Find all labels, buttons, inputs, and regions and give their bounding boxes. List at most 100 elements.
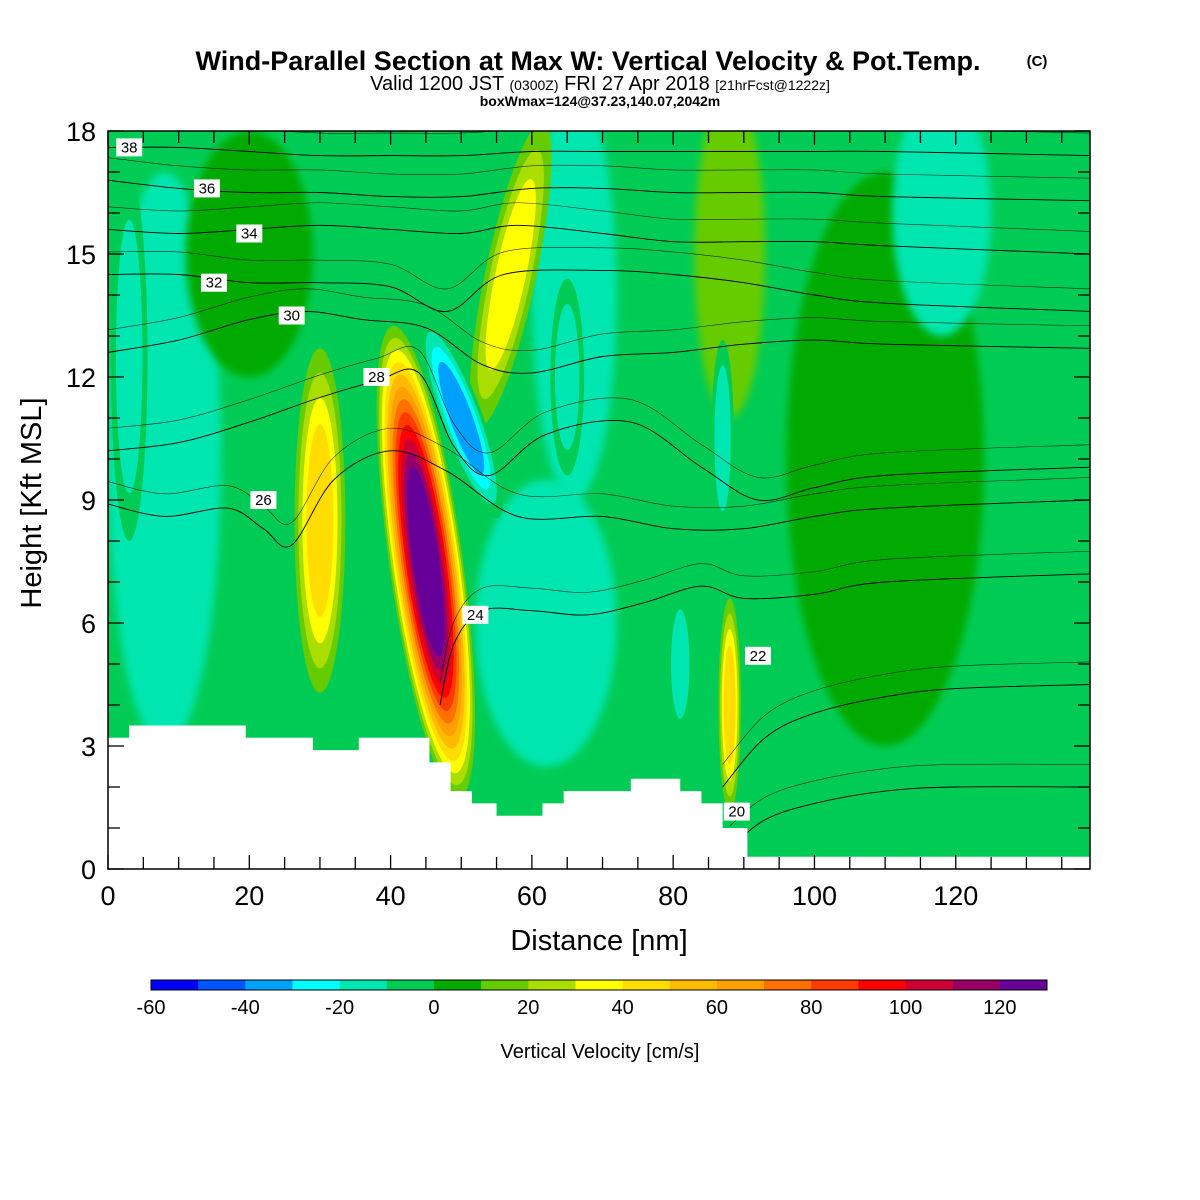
theta-contour-28 [108,368,1090,502]
theta-label-text: 28 [368,369,385,386]
x-tick-label: 20 [234,881,264,911]
colorbar-swatch [764,980,812,990]
velocity-level [723,645,736,765]
velocity-feature-downdraft-low [667,590,693,738]
colorbar-swatch [386,980,435,990]
velocity-feature-updraft-upper [469,131,552,427]
colorbar-tick-label: 40 [611,997,633,1019]
theta-label-text: 20 [728,804,745,821]
colorbar-tick-label: -40 [231,997,260,1019]
colorbar-tick-label: 20 [517,997,539,1019]
velocity-feature-downdraft-left [110,172,148,541]
theta-contour-22 [722,684,1090,788]
colorbar-swatch [198,980,246,990]
colorbar-swatch [245,980,293,990]
y-tick-label: 3 [81,732,96,762]
x-tick-label: 60 [517,881,547,911]
theta-contour-minor [439,550,1090,683]
theta-contour-minor [108,202,1090,232]
theta-label-text: 24 [467,607,484,624]
theta-contour-minor [722,661,1090,765]
colorbar-swatch [952,980,1001,990]
y-tick-label: 12 [66,363,96,393]
theta-label-text: 36 [199,180,216,197]
velocity-feature-updraft-east [718,598,742,812]
velocity-level [115,219,143,494]
colorbar-tick-label: 80 [800,997,822,1019]
theta-contour-minor [729,763,1090,827]
colorbar-swatch [811,980,859,990]
y-tick-label: 0 [81,855,96,885]
theta-label-24: 24 [462,605,489,624]
theta-label-text: 38 [121,139,138,156]
chart-subtitle: Valid 1200 JST (0300Z) FRI 27 Apr 2018 [… [370,73,830,95]
chart-title-suffix: (C) [1027,53,1048,70]
colorbar-swatch [999,980,1048,990]
x-tick-label: 100 [792,881,837,911]
plot-area: 20 22 24 26 28 30 32 34 36 38 [108,131,1090,869]
velocity-level [554,303,580,451]
y-tick-label: 9 [81,486,96,516]
subtitle-forecast: [21hrFcst@1222z] [715,77,830,93]
colorbar-swatch [905,980,954,990]
colorbar-swatch [481,980,529,990]
colorbar-tick-label: 0 [428,997,439,1019]
theta-contour-38 [108,146,1090,157]
velocity-band [694,131,766,418]
colorbar-swatch [622,980,671,990]
theta-contour-26 [108,450,1090,548]
theta-label-34: 34 [236,224,263,243]
theta-label-22: 22 [744,646,771,665]
theta-contour-minor [108,288,1090,352]
x-tick-label: 80 [658,881,688,911]
colorbar-tick-label: -60 [137,997,166,1019]
y-axis-label: Height [Kft MSL] [16,397,48,608]
subtitle-valid: Valid 1200 JST [370,73,504,95]
colorbar-swatch [575,980,624,990]
colorbar: -60 -40 -20 0 20 40 60 80 100 120 [137,979,1048,1019]
theta-contour-36 [108,179,1090,202]
theta-contour-minor [108,427,1090,525]
theta-label-text: 30 [283,308,300,325]
theta-contour-minor [108,157,1090,179]
theta-contour-32 [108,269,1090,312]
y-tick-label: 6 [81,609,96,639]
colorbar-tick-label: 100 [889,997,922,1019]
colorbar-swatch [669,980,718,990]
x-tick-label: 0 [100,881,115,911]
subtitle-utc: (0300Z) [509,77,558,93]
colorbar-swatch [433,980,482,990]
velocity-feature-downdraft-mid [550,278,585,476]
velocity-level [407,466,445,657]
theta-contour-30 [108,310,1090,374]
y-tick-label: 15 [66,240,96,270]
velocity-level [714,365,731,512]
subtitle-date: FRI 27 Apr 2018 [564,73,710,95]
colorbar-swatch [716,980,765,990]
theta-label-text: 32 [206,275,223,292]
terrain-mask [108,725,1090,869]
theta-label-text: 34 [241,226,258,243]
velocity-feature-updraft-main [376,325,476,798]
chart-subtitle-box: boxWmax=124@37.23,140.07,2042m [480,93,721,109]
velocity-level [306,423,334,618]
colorbar-tick-label: 60 [706,997,728,1019]
velocity-feature-downdraft-upper [419,317,503,519]
theta-label-text: 22 [750,648,767,665]
chart-title: Wind-Parallel Section at Max W: Vertical… [196,46,981,76]
velocity-level [438,361,485,475]
colorbar-tick-label: -20 [325,997,354,1019]
theta-label-26: 26 [250,491,277,509]
theta-label-28: 28 [363,368,390,386]
velocity-level [671,609,690,719]
colorbar-swatch [292,980,341,990]
theta-contour-minor [108,247,1090,290]
theta-label-30: 30 [278,306,305,325]
x-tick-label: 120 [933,881,978,911]
velocity-band [892,131,992,336]
colorbar-swatch [858,980,907,990]
velocity-band [475,479,617,767]
y-tick-label: 18 [66,117,96,147]
